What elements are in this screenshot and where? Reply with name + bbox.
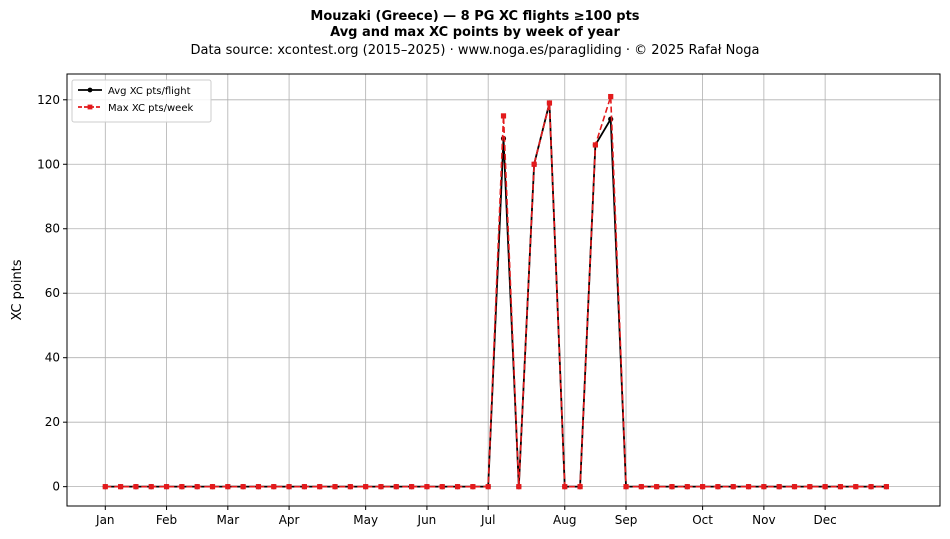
data-point — [332, 484, 338, 490]
data-point — [500, 113, 507, 119]
data-point — [608, 116, 614, 122]
data-point — [577, 484, 583, 490]
legend-swatch-marker — [87, 87, 93, 93]
data-point — [853, 484, 859, 490]
legend-entry: Avg XC pts/flight — [78, 86, 191, 97]
series-line — [105, 95, 887, 488]
data-point — [240, 484, 246, 490]
axis-ticks: Jan Feb Mar Apr May Jun Jul Aug Sep Oct Nov Dec 0 20 4… — [37, 93, 837, 527]
data-point — [715, 484, 721, 490]
x-tick-label: Apr — [279, 513, 300, 527]
y-tick-label: 100 — [37, 157, 60, 171]
grid-lines — [67, 74, 940, 506]
data-point — [883, 484, 889, 490]
data-point — [623, 484, 629, 490]
y-tick-label: 20 — [45, 415, 60, 429]
data-point — [148, 484, 154, 490]
data-point — [531, 161, 537, 167]
x-tick-label: Sep — [615, 513, 638, 527]
chart-title: Mouzaki (Greece) — 8 PG XC flights ≥100 … — [310, 9, 640, 24]
data-point — [500, 135, 507, 142]
y-tick-label: 0 — [52, 480, 60, 494]
legend-box — [71, 79, 212, 123]
x-tick-label: Jul — [480, 513, 495, 527]
x-tick-label: Feb — [156, 513, 177, 527]
data-point — [745, 484, 752, 490]
data-point — [791, 484, 798, 490]
x-tick-label: Nov — [752, 513, 775, 527]
series-layer — [102, 93, 889, 490]
data-point — [592, 142, 598, 148]
data-point — [562, 484, 568, 490]
data-point — [347, 484, 353, 490]
data-point — [439, 484, 445, 490]
legend-label: Avg XC pts/flight — [108, 86, 191, 97]
data-point — [454, 484, 461, 490]
data-point — [317, 484, 323, 490]
x-tick-label: Dec — [814, 513, 837, 527]
data-point — [546, 100, 553, 106]
data-point — [700, 484, 706, 490]
data-point — [118, 484, 124, 490]
legend-label: Max XC pts/week — [108, 103, 193, 114]
data-point — [102, 484, 108, 490]
data-point — [638, 484, 644, 490]
data-point — [363, 484, 369, 490]
data-point — [868, 484, 874, 490]
data-point — [209, 484, 216, 490]
data-point — [470, 484, 476, 490]
data-point — [684, 484, 690, 490]
data-point — [225, 484, 231, 490]
data-point — [194, 484, 200, 490]
data-point — [776, 484, 782, 490]
data-point — [822, 484, 828, 490]
data-point — [485, 484, 491, 490]
y-tick-label: 80 — [45, 222, 60, 236]
data-point — [608, 93, 614, 100]
legend-swatch-marker — [87, 104, 93, 110]
data-point — [255, 484, 262, 490]
data-point — [654, 484, 660, 490]
x-tick-label: Jan — [95, 513, 115, 527]
data-point — [424, 484, 430, 490]
data-point — [761, 484, 767, 490]
legend-entry: Max XC pts/week — [78, 103, 193, 114]
x-tick-label: Aug — [553, 513, 576, 527]
data-point — [133, 484, 139, 490]
data-point — [301, 484, 307, 490]
data-point — [163, 484, 170, 490]
data-point — [378, 484, 384, 490]
data-point — [837, 484, 844, 490]
y-tick-label: 60 — [45, 286, 60, 300]
data-point — [271, 484, 277, 490]
data-point — [669, 484, 675, 490]
chart-source-line: Data source: xcontest.org (2015–2025) · … — [190, 43, 760, 58]
series-line — [105, 102, 887, 488]
x-tick-label: May — [353, 513, 378, 527]
data-point — [807, 484, 813, 490]
data-point — [730, 484, 736, 490]
data-point — [286, 484, 292, 490]
plot-frame — [66, 73, 941, 507]
legend: Avg XC pts/flight Max XC pts/week — [71, 79, 212, 123]
data-point — [179, 484, 185, 490]
y-tick-label: 120 — [37, 93, 60, 107]
series-max — [102, 93, 889, 490]
data-point — [393, 484, 399, 490]
x-tick-label: Oct — [692, 513, 713, 527]
data-point — [409, 484, 415, 490]
chart-subtitle: Avg and max XC points by week of year — [330, 25, 620, 40]
data-point — [516, 484, 522, 490]
series-avg — [102, 100, 889, 490]
y-tick-label: 40 — [45, 351, 60, 365]
x-tick-label: Mar — [216, 513, 239, 527]
y-axis-label: XC points — [10, 259, 25, 320]
x-tick-label: Jun — [417, 513, 437, 527]
